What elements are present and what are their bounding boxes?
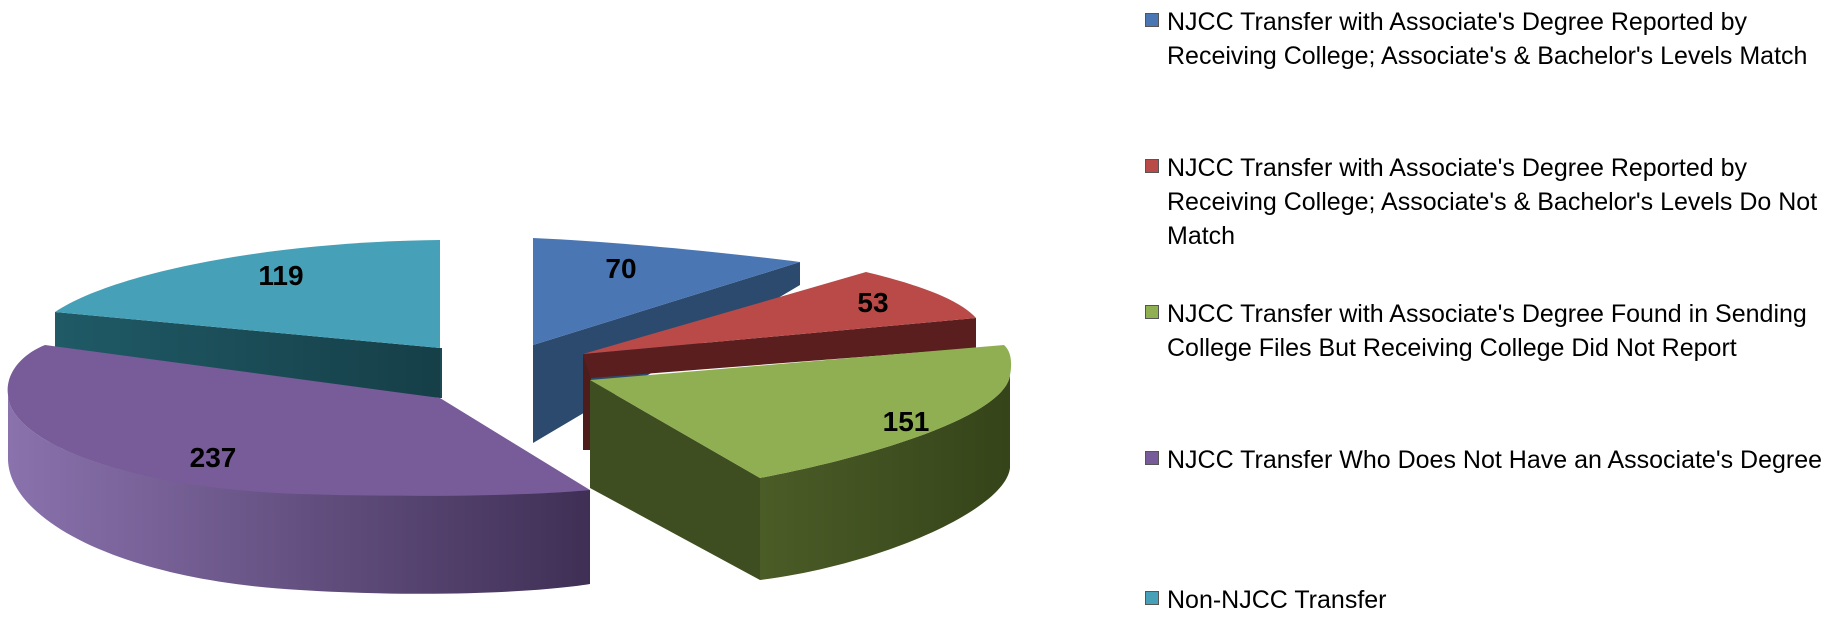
legend-swatch-teal <box>1145 591 1159 605</box>
data-label-237: 237 <box>190 442 237 473</box>
legend-label: Non-NJCC Transfer <box>1167 586 1387 614</box>
legend-item-sending-college: NJCC Transfer with Associate's Degree Fo… <box>1145 297 1835 365</box>
data-label-53: 53 <box>857 287 888 318</box>
legend-swatch-blue <box>1145 13 1159 27</box>
legend-item-no-associate: NJCC Transfer Who Does Not Have an Assoc… <box>1145 443 1835 477</box>
legend-item-match: NJCC Transfer with Associate's Degree Re… <box>1145 5 1835 73</box>
pie-slice-119 <box>55 240 442 398</box>
pie-slice-237 <box>7 345 590 594</box>
legend-label: NJCC Transfer Who Does Not Have an Assoc… <box>1167 446 1823 474</box>
legend-label: NJCC Transfer with Associate's Degree Re… <box>1167 154 1818 250</box>
legend-swatch-red <box>1145 159 1159 173</box>
legend-label: NJCC Transfer with Associate's Degree Fo… <box>1167 300 1807 362</box>
legend-swatch-purple <box>1145 451 1159 465</box>
data-label-70: 70 <box>605 253 636 284</box>
pie-slice-151 <box>590 345 1012 580</box>
pie-slice-53 <box>583 272 976 450</box>
pie-chart: 70 53 151 119 237 <box>7 238 1012 594</box>
legend-swatch-green <box>1145 305 1159 319</box>
legend-item-no-match: NJCC Transfer with Associate's Degree Re… <box>1145 151 1835 253</box>
data-label-151: 151 <box>883 406 930 437</box>
legend-item-non-njcc: Non-NJCC Transfer <box>1145 583 1835 617</box>
legend-label: NJCC Transfer with Associate's Degree Re… <box>1167 8 1808 70</box>
data-label-119: 119 <box>258 260 303 291</box>
